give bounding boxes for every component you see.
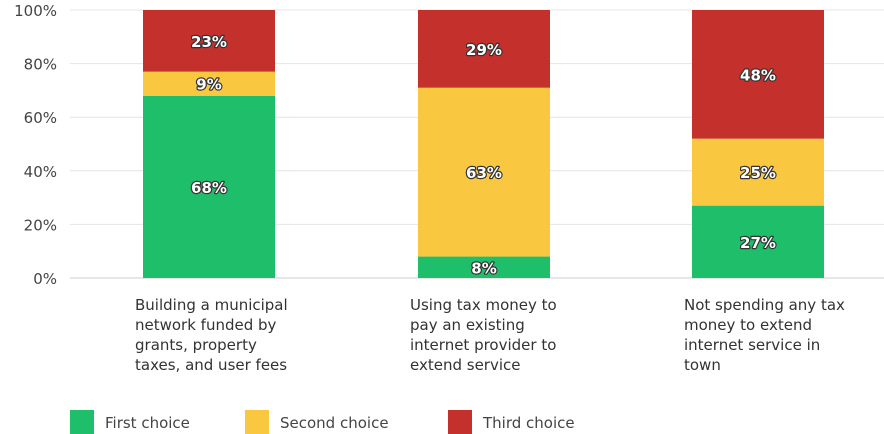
y-tick-label: 40%	[24, 163, 57, 181]
data-label: 27%	[740, 234, 776, 252]
legend-swatch	[448, 410, 472, 434]
x-category-label-line: internet service in	[684, 336, 820, 354]
legend-label: Second choice	[280, 414, 389, 432]
x-category-label-line: internet provider to	[410, 336, 556, 354]
data-label: 68%	[191, 179, 227, 197]
x-category-label-line: taxes, and user fees	[135, 356, 287, 374]
x-category-label-line: pay an existing	[410, 316, 525, 334]
x-category-label-line: network funded by	[135, 316, 277, 334]
bar-segment	[692, 138, 824, 206]
x-category-label-line: grants, property	[135, 336, 257, 354]
bars	[143, 10, 824, 278]
x-category-label: Not spending any tax money to extend inter…	[684, 296, 845, 374]
bar-segment	[143, 10, 275, 72]
x-axis: Building a municipal network funded by gra…	[135, 296, 845, 374]
x-category-label: Building a municipal network funded by gra…	[135, 296, 288, 374]
data-label: 9%	[196, 76, 221, 94]
legend-swatch	[70, 410, 94, 434]
x-category-label-line: Using tax money to	[410, 296, 557, 314]
data-label: 29%	[466, 41, 502, 59]
data-label: 25%	[740, 164, 776, 182]
y-tick-label: 100%	[14, 2, 57, 20]
x-category-label-line: Not spending any tax	[684, 296, 845, 314]
bar-segment	[418, 10, 550, 88]
x-category-label-line: extend service	[410, 356, 520, 374]
y-axis: 0% 20% 40% 60% 80% 100%	[14, 2, 57, 288]
x-category-label-line: money to extend	[684, 316, 812, 334]
legend-label: First choice	[105, 414, 190, 432]
bar-segment	[143, 95, 275, 278]
data-label: 63%	[466, 164, 502, 182]
data-label: 48%	[740, 66, 776, 84]
bar-segment	[418, 87, 550, 257]
legend-label: Third choice	[482, 414, 575, 432]
data-label: 8%	[471, 259, 496, 277]
data-label: 23%	[191, 33, 227, 51]
x-category-label-line: Building a municipal	[135, 296, 288, 314]
x-category-label: Using tax money to pay an existing interne…	[410, 296, 557, 374]
y-tick-label: 80%	[24, 56, 57, 74]
legend: First choice Second choice Third choice	[70, 410, 575, 434]
y-tick-label: 0%	[33, 270, 57, 288]
data-labels: 68% 9% 23% 8% 63% 29% 27% 25% 48%	[190, 32, 777, 279]
bar-segment	[143, 71, 275, 96]
bar-segment	[692, 10, 824, 139]
x-category-label-line: town	[684, 356, 721, 374]
legend-swatch	[245, 410, 269, 434]
bar-segment	[692, 205, 824, 278]
y-tick-label: 20%	[24, 216, 57, 234]
y-tick-label: 60%	[24, 109, 57, 127]
bar-segment	[418, 256, 550, 278]
